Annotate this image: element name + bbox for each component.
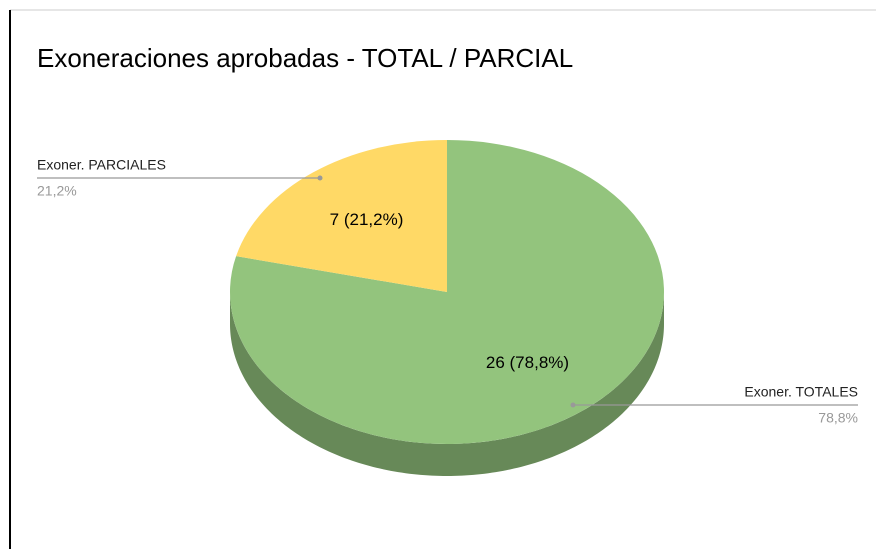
- legend-label: Exoner. PARCIALES: [37, 157, 166, 173]
- value-label: 7 (21,2%): [330, 210, 404, 229]
- legend-label: Exoner. TOTALES: [744, 384, 858, 400]
- pie-side: [230, 292, 664, 476]
- leader-dot: [317, 175, 323, 181]
- chart-title: Exoneraciones aprobadas - TOTAL / PARCIA…: [37, 43, 573, 73]
- percent-label: 78,8%: [818, 410, 858, 426]
- pie-slice: [236, 140, 447, 292]
- leader-dot: [570, 402, 576, 408]
- percent-label: 21,2%: [37, 183, 77, 199]
- value-label: 26 (78,8%): [486, 353, 569, 372]
